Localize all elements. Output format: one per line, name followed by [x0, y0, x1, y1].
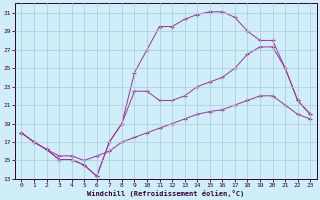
X-axis label: Windchill (Refroidissement éolien,°C): Windchill (Refroidissement éolien,°C) [87, 190, 244, 197]
